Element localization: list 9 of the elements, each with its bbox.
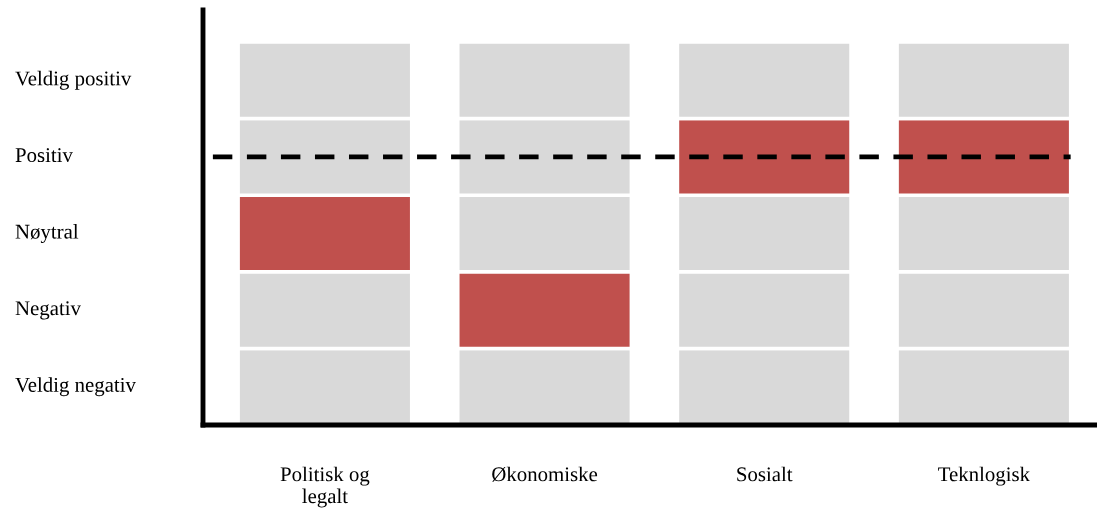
x-tick-label: Teknlogisk	[938, 466, 1031, 486]
text: Nøytral	[15, 224, 79, 243]
text: Positiv	[15, 148, 73, 163]
text: Veldig positiv	[15, 70, 132, 90]
text: Veldig negativ	[15, 377, 136, 397]
x-tick-label: Økonomiske	[492, 466, 598, 482]
x-tick-label: Sosialt	[737, 466, 793, 482]
x-tick-label: Politisk og legalt	[280, 466, 370, 508]
text: Negativ	[15, 301, 81, 320]
